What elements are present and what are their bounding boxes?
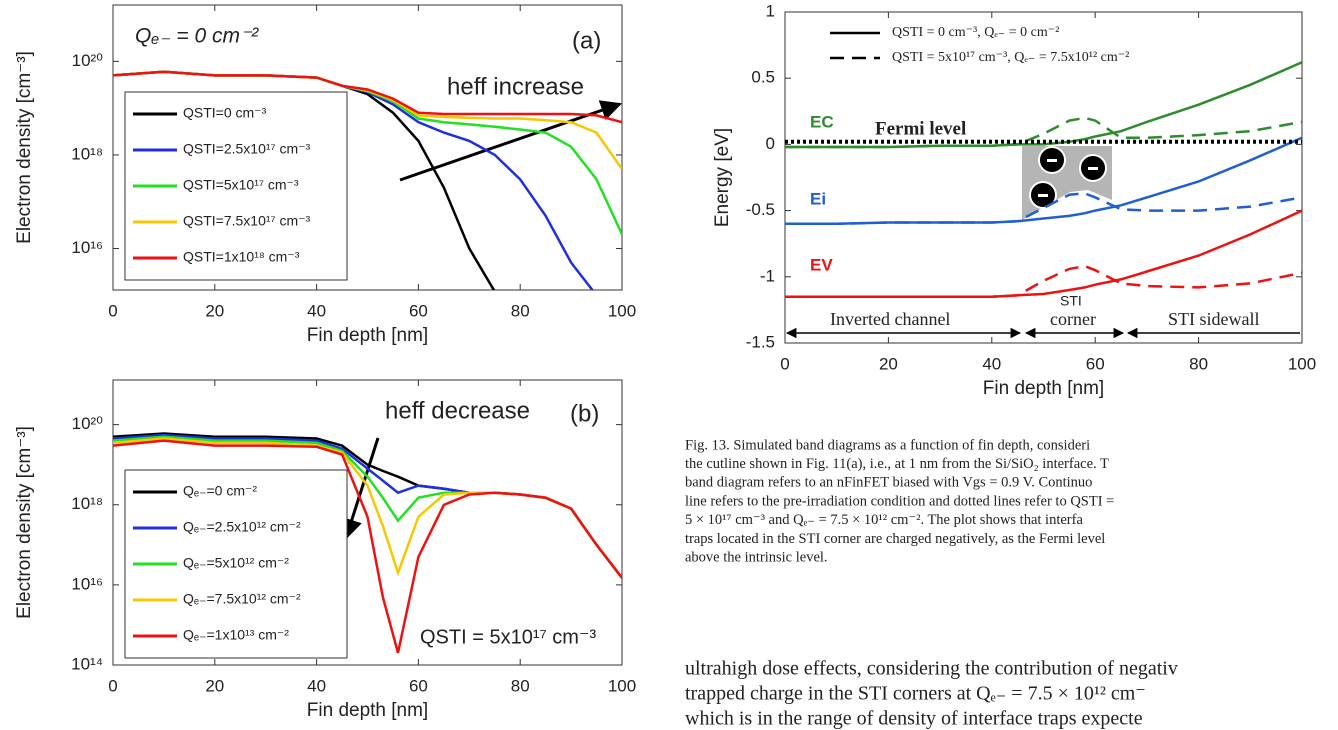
y-axis-label: Electron density [cm⁻³]: [14, 426, 35, 619]
body-line: trapped charge in the STI corners at Qₑ₋…: [685, 683, 1146, 705]
legend-label: Qₑ₋=7.5x10¹² cm⁻²: [183, 591, 301, 607]
series-line: [785, 264, 1302, 298]
y-axis-label: Electron density [cm⁻³]: [14, 51, 35, 244]
annotation: Ei: [810, 189, 826, 208]
series-line: [785, 192, 1302, 226]
legend-label: QSTI=0 cm⁻³: [183, 105, 267, 121]
caption-line: 5 × 10¹⁷ cm⁻³ and Qₑ₋ = 7.5 × 10¹² cm⁻².…: [685, 512, 1083, 528]
x-tick-label: 40: [982, 354, 1001, 373]
y-tick-label: 10¹⁴: [71, 654, 103, 673]
series-line: [113, 70, 622, 124]
y-tick-label: 10²⁰: [72, 51, 104, 70]
annotation: Fermi level: [875, 118, 966, 139]
x-tick-label: 0: [108, 301, 117, 320]
y-tick-label: 10¹⁶: [71, 238, 103, 257]
annotation: EV: [810, 255, 833, 274]
x-tick-label: 60: [409, 676, 428, 695]
annotation: heff decrease: [385, 397, 530, 424]
y-axis-label: Energy [eV]: [712, 128, 733, 227]
caption-line: traps located in the STI corner are char…: [685, 531, 1105, 547]
annotation: STI: [1060, 293, 1082, 309]
annotation: (a): [572, 27, 601, 54]
y-tick-label: 10¹⁸: [71, 144, 103, 163]
x-axis-label: Fin depth [nm]: [983, 378, 1104, 399]
y-tick-label: 0.5: [751, 68, 775, 87]
annotation: STI sidewall: [1168, 309, 1260, 329]
legend-label: Qₑ₋=5x10¹² cm⁻²: [183, 555, 289, 571]
legend-label: Qₑ₋=2.5x10¹² cm⁻²: [183, 519, 301, 535]
x-tick-label: 20: [879, 354, 898, 373]
legend-label: QSTI = 0 cm⁻³, Qₑ₋ = 0 cm⁻²: [892, 25, 1059, 40]
series-line: [113, 439, 622, 654]
y-tick-label: 10²⁰: [72, 414, 104, 433]
annotation: Qₑ₋ = 0 cm⁻²: [135, 25, 259, 48]
plot-frame: [112, 4, 623, 291]
caption-line: Fig. 13. Simulated band diagrams as a fu…: [685, 437, 1090, 453]
x-tick-label: 80: [511, 301, 530, 320]
y-tick-label: 1: [766, 1, 775, 20]
x-tick-label: 100: [1288, 354, 1316, 373]
x-tick-label: 100: [608, 676, 636, 695]
x-tick-label: 0: [780, 354, 789, 373]
legend-label: Qₑ₋=1x10¹³ cm⁻²: [183, 627, 289, 643]
x-tick-label: 80: [1189, 354, 1208, 373]
annotation: Inverted channel: [830, 309, 950, 329]
y-tick-label: 0: [766, 134, 775, 153]
annotation: (b): [570, 400, 599, 427]
body-line: which is in the range of density of inte…: [685, 708, 1143, 730]
body-line: ultrahigh dose effects, considering the …: [685, 658, 1178, 680]
annotation: heff increase: [447, 73, 584, 100]
x-tick-label: 20: [205, 301, 224, 320]
x-tick-label: 60: [409, 301, 428, 320]
x-tick-label: 20: [205, 676, 224, 695]
legend-label: QSTI=1x10¹⁸ cm⁻³: [183, 249, 300, 265]
legend-label: QSTI=2.5x10¹⁷ cm⁻³: [183, 141, 311, 157]
traps: [1029, 146, 1107, 209]
annotation: EC: [810, 112, 834, 131]
x-tick-label: 40: [307, 301, 326, 320]
arrow: [341, 437, 380, 541]
caption-line: line refers to the pre-irradiation condi…: [685, 493, 1114, 509]
y-tick-label: -1.5: [746, 332, 775, 351]
x-tick-label: 0: [108, 676, 117, 695]
caption-line: above the intrinsic level.: [685, 550, 828, 566]
x-tick-label: 100: [608, 301, 636, 320]
legend-label: Qₑ₋=0 cm⁻²: [183, 483, 257, 499]
plot-frame: [112, 379, 623, 666]
caption-line: band diagram refers to an nFinFET biased…: [685, 475, 1092, 491]
x-axis-label: Fin depth [nm]: [307, 325, 428, 346]
legend-label: QSTI = 5x10¹⁷ cm⁻³, Qₑ₋ = 7.5x10¹² cm⁻²: [892, 50, 1129, 65]
y-tick-label: -0.5: [746, 200, 775, 219]
y-tick-label: -1: [760, 266, 775, 285]
series-line: [785, 116, 1302, 149]
x-tick-label: 60: [1086, 354, 1105, 373]
annotation: corner: [1050, 309, 1096, 329]
x-axis-label: Fin depth [nm]: [307, 700, 428, 721]
legend-label: QSTI=7.5x10¹⁷ cm⁻³: [183, 213, 311, 229]
annotation: QSTI = 5x10¹⁷ cm⁻³: [420, 626, 597, 648]
x-tick-label: 80: [511, 676, 530, 695]
y-tick-label: 10¹⁶: [71, 574, 103, 593]
x-tick-label: 40: [307, 676, 326, 695]
caption-line: the cutline shown in Fig. 11(a), i.e., a…: [685, 456, 1109, 472]
arrow: [399, 100, 622, 182]
y-tick-label: 10¹⁸: [71, 494, 103, 513]
plot-frame: [784, 11, 1303, 344]
legend-label: QSTI=5x10¹⁷ cm⁻³: [183, 177, 299, 193]
